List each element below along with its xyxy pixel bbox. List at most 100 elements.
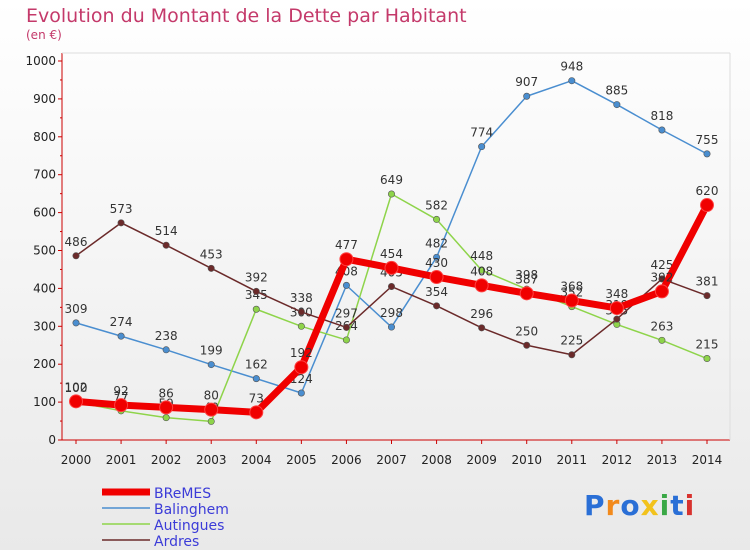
data-point bbox=[609, 301, 624, 316]
data-point bbox=[387, 323, 395, 331]
data-label: 192 bbox=[290, 346, 313, 360]
data-label: 348 bbox=[605, 287, 628, 301]
data-label: 392 bbox=[245, 270, 268, 284]
data-label: 387 bbox=[515, 272, 538, 286]
y-tick-label: 900 bbox=[33, 92, 56, 106]
data-point bbox=[433, 253, 441, 261]
data-point bbox=[478, 266, 486, 274]
data-point bbox=[249, 405, 264, 420]
data-point bbox=[294, 360, 309, 375]
data-point bbox=[568, 351, 576, 359]
x-tick-label: 2005 bbox=[286, 453, 317, 467]
legend-label: BReMES bbox=[154, 486, 211, 502]
x-tick-label: 2012 bbox=[602, 453, 633, 467]
data-point bbox=[613, 315, 621, 323]
data-point bbox=[519, 286, 534, 301]
y-tick-label: 1000 bbox=[25, 54, 56, 68]
data-point bbox=[252, 287, 260, 295]
data-label: 92 bbox=[113, 384, 128, 398]
data-label: 398 bbox=[515, 268, 538, 282]
data-point bbox=[252, 305, 260, 313]
data-label: 453 bbox=[200, 247, 223, 261]
data-point bbox=[433, 215, 441, 223]
data-point bbox=[429, 270, 444, 285]
data-point bbox=[69, 394, 83, 409]
data-point bbox=[523, 341, 531, 349]
data-point bbox=[297, 389, 305, 397]
data-label: 573 bbox=[110, 202, 133, 216]
data-label: 263 bbox=[650, 319, 673, 333]
data-label: 86 bbox=[159, 386, 174, 400]
data-point bbox=[297, 322, 305, 330]
legend-label: Ardres bbox=[154, 534, 199, 550]
data-label: 368 bbox=[560, 280, 583, 294]
data-point bbox=[384, 260, 399, 275]
legend-label: Autingues bbox=[154, 518, 224, 534]
data-label: 818 bbox=[650, 109, 673, 123]
data-point bbox=[658, 336, 666, 344]
data-label: 298 bbox=[380, 306, 403, 320]
x-tick-label: 2007 bbox=[376, 453, 407, 467]
x-tick-label: 2002 bbox=[151, 453, 182, 467]
data-point bbox=[342, 336, 350, 344]
data-point bbox=[703, 355, 711, 363]
data-label: 100 bbox=[65, 381, 88, 395]
y-tick-label: 0 bbox=[48, 433, 56, 447]
data-point bbox=[207, 264, 215, 272]
data-point bbox=[72, 319, 80, 327]
data-label: 199 bbox=[200, 344, 223, 358]
data-label: 948 bbox=[560, 60, 583, 74]
data-label: 274 bbox=[110, 315, 133, 329]
data-point bbox=[654, 284, 669, 299]
data-point bbox=[523, 92, 531, 100]
data-label: 454 bbox=[380, 247, 403, 261]
x-tick-label: 2001 bbox=[106, 453, 137, 467]
data-label: 755 bbox=[696, 133, 719, 147]
data-point bbox=[433, 302, 441, 310]
data-point bbox=[703, 292, 711, 300]
data-point bbox=[564, 293, 579, 308]
x-tick-label: 2013 bbox=[647, 453, 678, 467]
data-label: 448 bbox=[470, 249, 493, 263]
proxiti-logo: Proxiti bbox=[584, 489, 696, 522]
data-label: 408 bbox=[470, 264, 493, 278]
data-point bbox=[162, 241, 170, 249]
data-point bbox=[613, 101, 621, 109]
y-tick-label: 700 bbox=[33, 168, 56, 182]
data-point bbox=[204, 402, 219, 417]
data-label: 225 bbox=[560, 334, 583, 348]
data-point bbox=[387, 190, 395, 198]
data-label: 620 bbox=[696, 184, 719, 198]
y-tick-label: 200 bbox=[33, 357, 56, 371]
x-tick-label: 2014 bbox=[692, 453, 723, 467]
data-label: 392 bbox=[650, 270, 673, 284]
y-tick-label: 800 bbox=[33, 130, 56, 144]
y-tick-label: 600 bbox=[33, 206, 56, 220]
data-label: 649 bbox=[380, 173, 403, 187]
data-label: 425 bbox=[650, 258, 673, 272]
data-point bbox=[162, 414, 170, 422]
data-label: 354 bbox=[425, 285, 448, 299]
data-point bbox=[117, 332, 125, 340]
data-label: 215 bbox=[696, 338, 719, 352]
x-tick-label: 2004 bbox=[241, 453, 272, 467]
x-tick-label: 2003 bbox=[196, 453, 227, 467]
data-point bbox=[342, 323, 350, 331]
data-label: 582 bbox=[425, 198, 448, 212]
data-point bbox=[568, 77, 576, 85]
data-label: 907 bbox=[515, 75, 538, 89]
y-tick-label: 300 bbox=[33, 319, 56, 333]
data-point bbox=[478, 143, 486, 151]
data-point bbox=[658, 126, 666, 134]
data-label: 162 bbox=[245, 358, 268, 372]
x-tick-label: 2000 bbox=[61, 453, 92, 467]
data-point bbox=[387, 283, 395, 291]
data-label: 297 bbox=[335, 306, 358, 320]
data-point bbox=[207, 417, 215, 425]
data-point bbox=[207, 361, 215, 369]
data-label: 345 bbox=[245, 288, 268, 302]
chart-subtitle: (en €) bbox=[26, 28, 62, 42]
data-label: 309 bbox=[65, 302, 88, 316]
data-label: 102 bbox=[65, 380, 88, 394]
